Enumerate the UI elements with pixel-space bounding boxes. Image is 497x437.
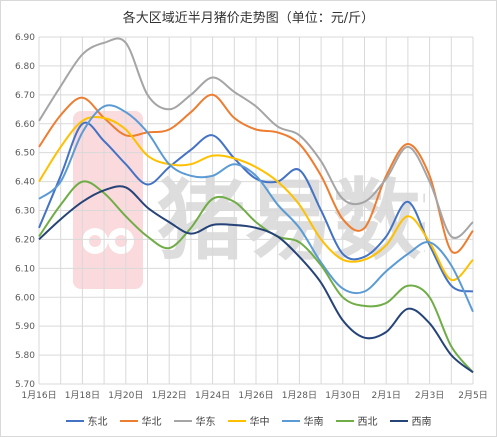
y-tick-label: 6.20: [15, 235, 35, 245]
x-tick-label: 1月22日: [152, 390, 187, 401]
legend-swatch: [65, 419, 84, 422]
y-tick-label: 6.40: [15, 178, 35, 188]
legend-label: 华北: [141, 417, 162, 428]
legend-item: 华北: [119, 413, 162, 428]
y-tick-label: 6.70: [15, 91, 35, 101]
x-tick-label: 2月1日: [371, 390, 400, 401]
x-tick-label: 1月24日: [195, 390, 230, 401]
y-tick-label: 6.80: [15, 62, 35, 72]
y-tick-label: 6.60: [15, 120, 35, 130]
series-line-4: [38, 115, 474, 281]
x-tick-label: 2月5日: [458, 390, 487, 401]
legend-swatch: [335, 419, 354, 422]
y-tick-label: 5.90: [15, 322, 35, 332]
legend-item: 西南: [389, 413, 432, 428]
y-tick-label: 6.30: [15, 207, 35, 217]
series-line-3: [38, 37, 474, 239]
legend-item: 华东: [173, 413, 216, 428]
legend-swatch: [227, 419, 246, 422]
series-line-7: [38, 185, 474, 374]
series-line-6: [38, 180, 474, 374]
x-tick-label: 1月18日: [65, 390, 100, 401]
legend-label: 东北: [87, 417, 108, 428]
y-tick-label: 6.90: [15, 33, 35, 43]
legend-item: 华南: [281, 413, 324, 428]
legend-swatch: [389, 419, 408, 422]
y-tick-label: 6.00: [15, 293, 35, 303]
x-tick-label: 1月28日: [282, 390, 317, 401]
legend-item: 华中: [227, 413, 270, 428]
y-tick-label: 5.70: [15, 380, 35, 390]
legend-label: 华东: [195, 417, 216, 428]
legend-item: 西北: [335, 413, 378, 428]
series-line-1: [38, 121, 474, 293]
x-tick-label: 1月30日: [325, 390, 360, 401]
series-line-2: [38, 93, 474, 254]
x-tick-label: 2月3日: [415, 390, 444, 401]
y-tick-label: 6.50: [15, 149, 35, 159]
y-tick-label: 6.10: [15, 264, 35, 274]
legend-swatch: [173, 419, 192, 422]
x-tick-label: 1月16日: [21, 390, 56, 401]
chart-legend: 东北 华北 华东 华中 华南 西北 西南: [1, 413, 496, 428]
legend-label: 华中: [249, 417, 270, 428]
legend-label: 西北: [357, 417, 378, 428]
chart-title: 各大区域近半月猪价走势图（单位：元/斤）: [122, 11, 375, 26]
legend-label: 华南: [303, 417, 324, 428]
x-tick-label: 1月20日: [108, 390, 143, 401]
legend-swatch: [119, 419, 138, 422]
y-tick-label: 5.80: [15, 351, 35, 361]
x-tick-label: 1月26日: [238, 390, 273, 401]
legend-item: 东北: [65, 413, 108, 428]
series-line-5: [38, 104, 474, 313]
legend-label: 西南: [411, 417, 432, 428]
legend-swatch: [281, 419, 300, 422]
